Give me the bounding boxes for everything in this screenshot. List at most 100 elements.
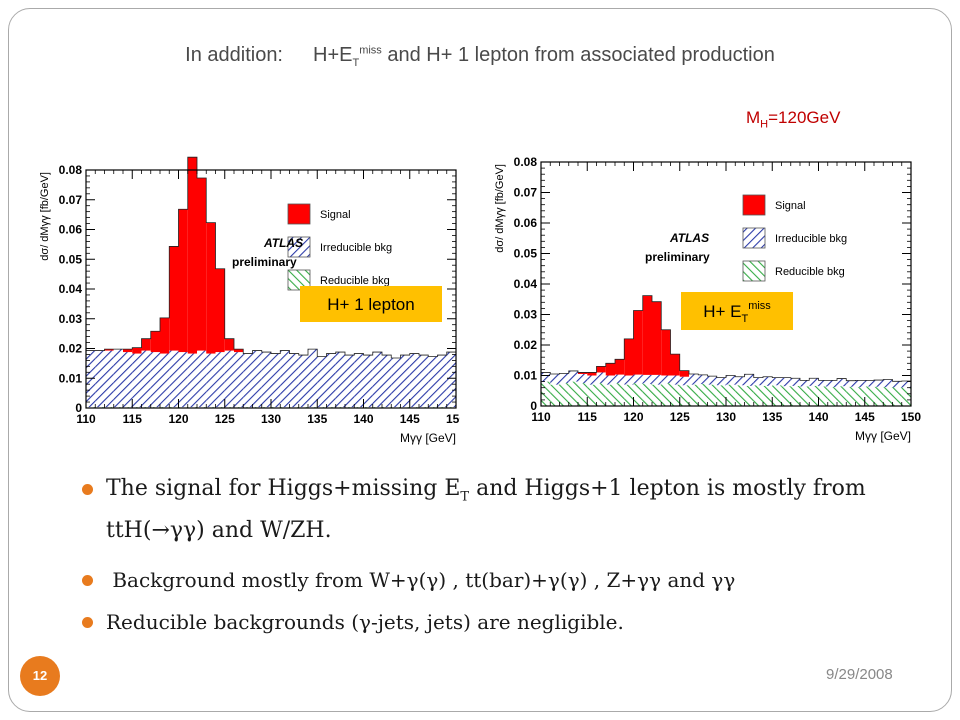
reducible-bar — [855, 387, 865, 406]
title-main-2: and H+ 1 lepton from associated producti… — [381, 44, 775, 66]
bullet-1-text-b: and Higgs+1 lepton is mostly from ttH(→γ… — [106, 476, 866, 544]
reducible-bar — [735, 385, 745, 406]
reducible-bar — [781, 386, 791, 406]
irreducible-bar — [874, 380, 884, 387]
irreducible-bar — [615, 374, 625, 384]
reducible-bar — [883, 387, 893, 406]
legend-swatch — [287, 269, 311, 291]
x-axis-title: Mγγ [GeV] — [400, 431, 456, 445]
irreducible-bar — [428, 356, 438, 408]
reducible-bar — [698, 384, 708, 406]
y-tick-label: 0.05 — [514, 247, 538, 261]
irreducible-bar — [837, 378, 847, 387]
irreducible-bar — [633, 374, 643, 384]
irreducible-bar — [642, 374, 652, 385]
signal-bar — [670, 354, 680, 376]
irreducible-bar — [382, 355, 392, 408]
signal-bar — [141, 338, 151, 351]
reducible-bar — [846, 386, 856, 406]
x-tick-label: 130 — [716, 410, 736, 424]
reducible-bar — [874, 386, 884, 406]
irreducible-bar — [679, 376, 689, 386]
signal-bar — [624, 338, 634, 376]
irreducible-bar — [883, 379, 893, 388]
title-sub: T — [352, 57, 360, 69]
irreducible-bar — [541, 372, 551, 382]
y-tick-label: 0.08 — [59, 163, 83, 177]
chart-lepton: 0 0.01 0.02 0.03 0.04 0.05 0.06 0.07 0.08 110 115 1… — [40, 156, 460, 445]
y-tick-label: 0.04 — [59, 282, 83, 296]
reducible-bar — [661, 383, 671, 406]
channel-callout — [300, 286, 442, 322]
signal-bar — [197, 178, 207, 351]
mh-sub: H — [760, 118, 769, 131]
reducible-bar — [550, 384, 560, 406]
legend-swatch — [287, 236, 311, 258]
bullet-1-text-a: The signal for Higgs+missing E — [106, 476, 461, 501]
irreducible-bar — [317, 356, 327, 408]
x-tick-label: 130 — [261, 412, 281, 426]
x-tick-label: 120 — [168, 412, 188, 426]
legend-label: Signal — [775, 200, 806, 212]
irreducible-bar — [308, 349, 318, 408]
irreducible-bar — [698, 374, 708, 385]
bullet-dot — [82, 617, 93, 629]
legend-swatch — [287, 203, 311, 225]
irreducible-bar — [206, 353, 216, 408]
irreducible-bar — [197, 350, 207, 408]
reducible-bar — [707, 384, 717, 406]
legend-label: Reducible bkg — [775, 266, 845, 278]
irreducible-bar — [86, 350, 96, 408]
y-tick-label: 0.08 — [514, 155, 538, 169]
reducible-bar — [578, 383, 588, 406]
signal-bar — [679, 370, 689, 377]
reducible-bar — [901, 387, 911, 406]
channel-label-main: H+ E — [703, 302, 741, 321]
x-tick-label: 110 — [531, 410, 551, 424]
reducible-bar — [744, 385, 754, 406]
irreducible-bar — [772, 377, 782, 386]
irreducible-bar — [113, 349, 123, 408]
irreducible-bar — [271, 353, 281, 408]
irreducible-bar — [818, 380, 828, 387]
channel-callout — [681, 292, 793, 330]
reducible-bar — [679, 385, 689, 406]
irreducible-bar — [855, 380, 865, 388]
irreducible-bar — [624, 375, 634, 385]
reducible-bar — [716, 385, 726, 406]
y-tick-label: 0.06 — [514, 216, 538, 230]
reducible-bar — [642, 384, 652, 406]
irreducible-bar — [326, 353, 336, 408]
irreducible-bar — [95, 350, 105, 408]
irreducible-bar — [864, 380, 874, 387]
irreducible-bar — [187, 353, 197, 408]
y-tick-label: 0.05 — [59, 252, 83, 266]
title-main-1: H+E — [313, 44, 353, 66]
irreducible-bar — [827, 380, 837, 388]
x-tick-label: 135 — [307, 412, 327, 426]
signal-bar — [132, 347, 142, 354]
y-tick-label: 0.02 — [514, 338, 538, 352]
reducible-bar — [800, 386, 810, 406]
legend-swatch — [742, 227, 766, 249]
total-outline — [86, 156, 456, 359]
x-tick-label: 125 — [670, 410, 690, 424]
irreducible-bar — [104, 350, 114, 408]
irreducible-bar — [419, 355, 429, 408]
higgs-mass-label: MH=120GeV — [746, 108, 840, 130]
chart-met: 0 0.01 0.02 0.03 0.04 0.05 0.06 0.07 0.08 110 115 1… — [494, 155, 921, 443]
reducible-bar — [541, 381, 551, 406]
slide-title: In addition: H+ETmiss and H+ 1 lepton fro… — [0, 44, 960, 69]
reducible-bar — [587, 384, 597, 406]
irreducible-bar — [716, 377, 726, 386]
irreducible-bar — [215, 352, 225, 408]
signal-bar — [104, 349, 114, 351]
irreducible-bar — [446, 352, 456, 408]
signal-bar — [596, 366, 606, 373]
irreducible-bar — [409, 353, 419, 408]
irreducible-bar — [596, 372, 606, 384]
y-axis-title: dσ/ dMγγ [fb/GeV] — [494, 164, 506, 253]
bullet-signal: The signal for Higgs+missing ET and Higg… — [78, 472, 928, 548]
channel-label: H+ 1 lepton — [327, 295, 414, 314]
bullet-background: Background mostly from W+γ(γ) , tt(bar)+… — [78, 566, 928, 594]
